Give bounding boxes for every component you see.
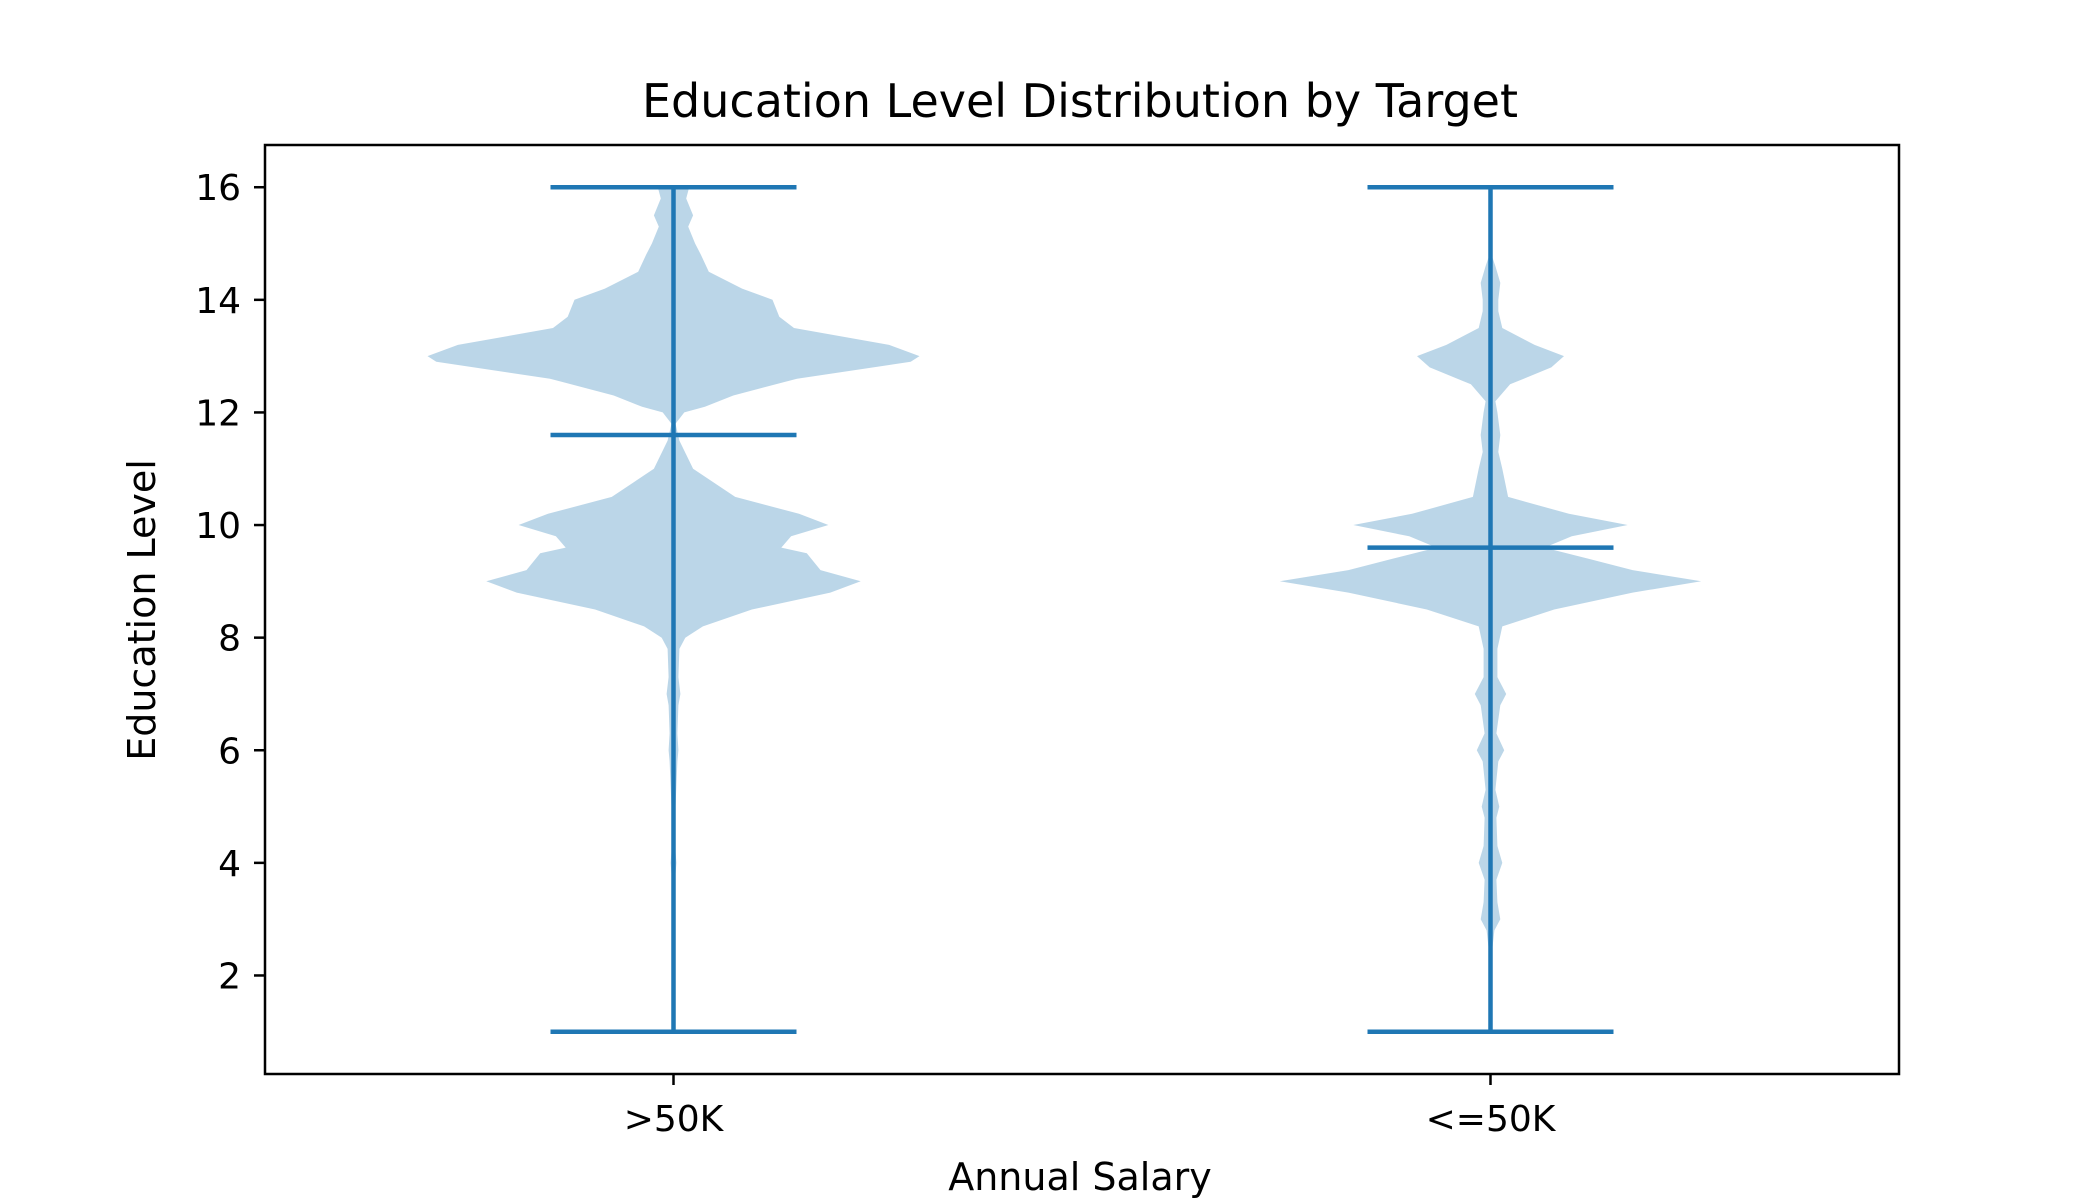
y-tick-label: 10 [195,506,241,547]
x-tick-label: >50K [624,1099,725,1140]
y-tick-label: 14 [195,281,241,322]
violin-statistics [550,184,1614,1035]
y-axis-title: Education Level [120,459,164,761]
chart-title: Education Level Distribution by Target [642,74,1518,128]
y-tick-label: 4 [218,844,241,885]
y-tick-label: 12 [195,393,241,434]
plot-frame [263,143,1901,1076]
y-axis: 2 4 6 8 10 12 14 16 [195,168,265,997]
y-tick-label: 6 [218,731,241,772]
y-tick-label: 2 [218,956,241,997]
x-tick-label: <=50K [1426,1099,1557,1140]
x-axis: >50K <=50K [624,1074,1557,1140]
y-tick-label: 16 [195,168,241,209]
x-axis-title: Annual Salary [948,1155,1212,1199]
y-tick-label: 8 [218,619,241,660]
violin-bodies [427,187,1702,1032]
